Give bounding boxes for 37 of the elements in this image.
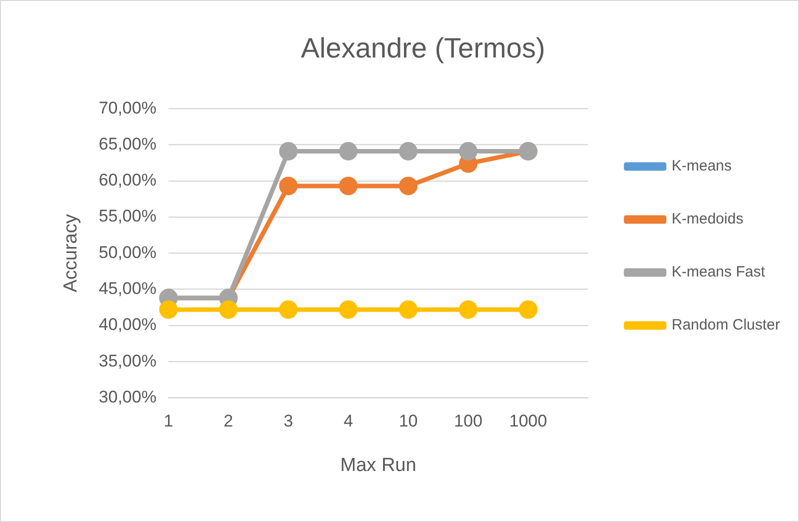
legend-label: K-means Fast (672, 264, 766, 281)
point (518, 300, 538, 319)
x-tick-label: 2 (224, 412, 234, 431)
y-tick-label: 50,00% (98, 242, 156, 262)
point (399, 300, 418, 319)
x-tick-label: 4 (344, 412, 354, 431)
y-tick-label: 40,00% (98, 315, 156, 334)
y-tick-label: 45,00% (98, 279, 156, 298)
point (279, 142, 298, 161)
x-tick-label: 100 (454, 412, 482, 431)
point (399, 176, 418, 196)
legend-label: K-means (672, 158, 732, 175)
point (159, 300, 178, 319)
y-tick-label: 65,00% (98, 134, 156, 154)
x-tick-label: 1 (164, 412, 174, 431)
y-axis-title: Accuracy (60, 214, 82, 292)
point (339, 300, 358, 319)
legend-label: K-medoids (672, 210, 744, 228)
x-axis-title: Max Run (340, 454, 416, 476)
point (458, 142, 478, 161)
x-tick-label: 10 (398, 412, 418, 431)
y-tick-label: 30,00% (98, 387, 156, 406)
x-tick-label: 1000 (509, 412, 548, 431)
x-tick-label: 3 (284, 412, 294, 431)
point (339, 176, 358, 196)
chart-title: Alexandre (Termos) (300, 32, 546, 64)
y-tick-label: 55,00% (98, 206, 156, 226)
y-tick-label: 70,00% (98, 98, 156, 118)
point (279, 176, 298, 196)
y-tick-label: 35,00% (98, 351, 156, 370)
point (339, 142, 358, 161)
point (279, 300, 298, 319)
legend-label: Random Cluster (672, 316, 780, 334)
point (399, 142, 418, 161)
point (458, 300, 478, 319)
y-tick-label: 60,00% (98, 170, 156, 190)
point (219, 300, 238, 319)
